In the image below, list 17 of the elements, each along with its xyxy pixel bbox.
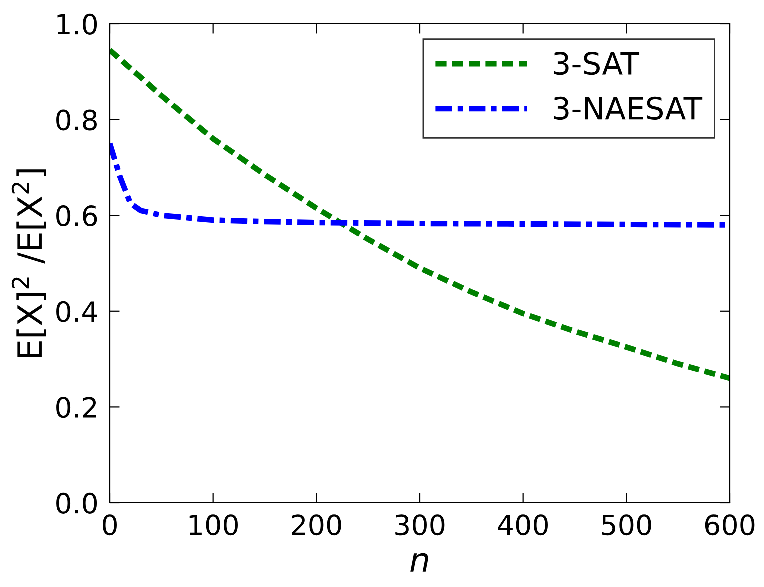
y-axis-title: E[X]$^{2}$ /E[X$^{2}$] xyxy=(12,170,46,358)
y-tick-label: 0.2 xyxy=(56,397,96,418)
x-axis-title: n xyxy=(410,553,428,572)
x-tick-label: 0 xyxy=(102,514,117,536)
y-tick-label: 0.8 xyxy=(56,110,97,131)
x-tick-label: 500 xyxy=(602,514,652,536)
x-tick-label: 600 xyxy=(705,514,755,536)
x-tick-label: 300 xyxy=(396,514,445,536)
x-tick-label: 100 xyxy=(190,514,238,536)
x-tick-label: 400 xyxy=(498,514,548,536)
legend-label: 3-SAT xyxy=(554,52,640,76)
y-tick-label: 0.6 xyxy=(56,206,98,227)
y-tick-label: 1.0 xyxy=(58,14,98,35)
legend-label: 3-NAESAT xyxy=(554,96,703,120)
y-tick-label: 0.4 xyxy=(56,301,98,322)
x-tick-label: 200 xyxy=(292,514,342,536)
y-tick-label: 0.0 xyxy=(56,492,98,514)
